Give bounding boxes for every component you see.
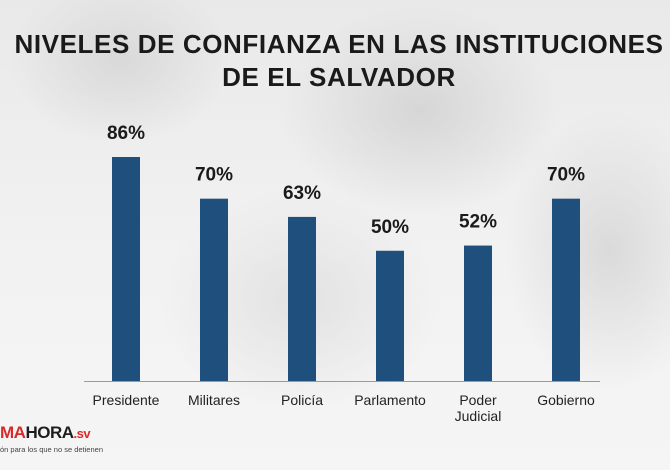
bar (376, 250, 404, 381)
bar (552, 198, 580, 381)
x-tick-label: Judicial (455, 408, 502, 424)
bar (200, 198, 228, 381)
bar-value-label: 50% (371, 217, 409, 238)
bar-value-label: 63% (283, 183, 321, 204)
x-tick-label: Gobierno (537, 392, 595, 408)
chart-title-line-1: NIVELES DE CONFIANZA EN LAS INSTITUCIONE… (14, 29, 664, 59)
x-tick-label: Militares (188, 392, 240, 408)
bar-value-label: 70% (547, 165, 585, 186)
bar-value-label: 70% (195, 165, 233, 186)
x-tick-label: Policía (281, 392, 323, 408)
bar (288, 216, 316, 381)
bar (464, 245, 492, 381)
bar (112, 157, 140, 381)
brand-logo: MAHORA.sv ón para los que no se detienen (0, 423, 160, 463)
brand-tagline: ón para los que no se detienen (0, 445, 103, 454)
bar-value-label: 86% (107, 123, 145, 144)
chart-title-line-2: DE EL SALVADOR (222, 62, 456, 92)
brand-logo-wordmark: MAHORA.sv (0, 423, 91, 442)
x-tick-label: Presidente (93, 392, 160, 408)
chart-title: NIVELES DE CONFIANZA EN LAS INSTITUCIONE… (0, 28, 670, 94)
x-tick-label: Parlamento (354, 392, 426, 408)
bar-value-label: 52% (459, 212, 497, 233)
x-tick-label: Poder (459, 392, 497, 408)
